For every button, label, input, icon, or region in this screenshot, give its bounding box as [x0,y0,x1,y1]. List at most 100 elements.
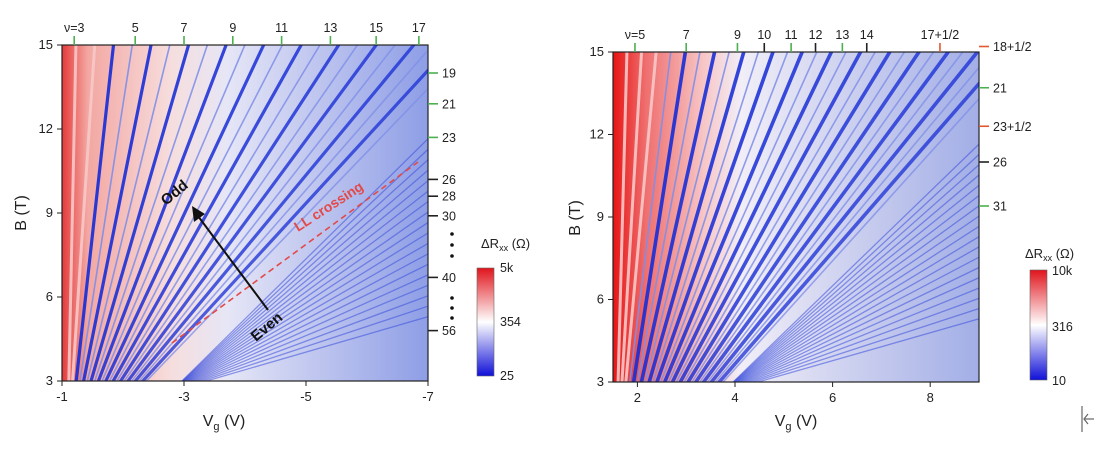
colorbar-min-label: 10 [1052,374,1066,388]
fan-stripe-fine [743,277,979,382]
top-label: 11 [785,28,798,42]
fan-stripe-fine [732,143,979,382]
fan-stripe [145,87,428,381]
top-filling-factor-labels: ν=5 7 9 10 11 12 13 14 17+1/2 [625,28,959,52]
fan-stripe-fine [182,179,428,381]
top-label: 5 [132,21,139,35]
landau-fan-stripes [67,45,428,381]
fan-stripe [675,52,847,382]
top-label: 13 [835,28,849,42]
fan-stripe [138,48,428,381]
fan-stripe [115,45,321,381]
fan-stripe [67,45,78,381]
fan-stripe [693,52,922,382]
top-filling-factor-labels: ν=3 5 7 9 11 13 15 17 [64,21,426,45]
fan-stripe-fine [181,148,428,381]
top-label: 17 [412,21,426,35]
right-label: 23+1/2 [993,120,1032,134]
colorbar [1029,269,1048,381]
fan-stripe-fine [203,316,428,381]
odd-even-arrowhead [192,206,205,222]
odd-even-arrow [197,215,269,311]
fan-stripe [616,52,629,382]
fan-stripe [71,45,97,381]
x-tick-label: 8 [927,390,934,405]
fan-stripe [130,45,397,381]
fan-stripe [639,52,717,382]
y-axis-ticks: 3 6 9 12 15 [590,44,613,389]
fan-stripe [96,45,228,381]
fan-stripe-fine [735,205,979,382]
fan-stripe [722,97,979,382]
ll-crossing-line [171,161,419,344]
arrow-left-bar-icon [1081,406,1094,432]
right-filling-factor-labels: 18+1/2 21 23+1/2 26 31 [979,40,1032,214]
x-tick-label: -1 [56,389,68,404]
top-label: 7 [181,21,188,35]
x-tick-label: 2 [634,390,641,405]
fan-stripe [691,52,906,382]
fan-stripe [620,52,644,382]
fan-stripe [655,52,775,382]
fan-stripe [104,45,266,381]
fan-stripe [123,45,359,381]
fan-stripe [652,52,760,382]
fan-stripe-fine [186,232,428,381]
fan-stripe-fine [737,225,979,382]
fan-stripe-fine [751,307,979,382]
colorbar-min-label: 25 [500,369,514,383]
fan-stripe [714,66,979,382]
top-label: 13 [323,21,337,35]
y-tick-label: 3 [46,373,53,388]
x-tick-label: -7 [422,389,434,404]
fan-stripe-fine [740,256,979,382]
fan-stripe [628,52,672,382]
fan-stripe [686,52,892,382]
right-label: 18+1/2 [993,40,1032,54]
landau-fan-stripes [616,52,979,382]
right-label: 26 [993,156,1007,170]
top-label: 11 [275,21,288,35]
colorbar-max-label: 5k [500,261,514,275]
fan-stripe [101,45,246,381]
fan-stripe [667,52,818,382]
fan-stripe-fine [748,297,979,382]
fan-stripe [140,68,428,381]
y-tick-label: 15 [590,44,604,59]
x-axis-ticks: -1 -3 -5 -7 [56,381,434,404]
right-label: 23 [442,131,456,145]
top-label: 7 [683,28,690,42]
x-axis-ticks: 2 4 6 8 [634,382,934,405]
right-label: 19 [442,67,456,81]
fan-stripe-fine [733,174,979,382]
y-tick-label: 3 [597,374,604,389]
colorbar-title: ΔRxx (Ω) [1025,246,1074,263]
fan-stripe-fine [732,153,979,382]
right-label: 28 [442,190,456,204]
fan-stripe [706,52,964,382]
y-tick-label: 15 [39,37,53,52]
right-label: 40 [442,271,456,285]
fan-stripe [701,52,951,382]
x-axis-label: Vg (V) [775,413,818,433]
fan-stripe-fine [755,318,979,382]
fan-stripe [698,52,935,382]
colorbar-mid-label: 354 [500,315,521,329]
y-tick-label: 12 [39,121,53,136]
fan-stripe [133,45,416,381]
y-axis-label: B (T) [13,195,30,231]
fan-stripe [660,52,789,382]
x-tick-label: 4 [731,390,738,405]
right-filling-factor-labels: 19 21 23 26 28 30 40 56 [428,67,456,338]
fan-stripe [662,52,805,382]
x-axis-label: Vg (V) [203,413,246,433]
fan-stripe-fine [736,215,979,382]
fan-stripe [111,45,304,381]
top-label: ν=5 [625,28,646,42]
fan-stripe [108,45,284,381]
top-label: 14 [860,28,874,42]
right-label: 26 [442,173,456,187]
fan-stripe-fine [734,184,979,382]
fan-stripe [636,52,701,382]
y-axis-ticks: 3 6 9 12 15 [39,37,62,388]
